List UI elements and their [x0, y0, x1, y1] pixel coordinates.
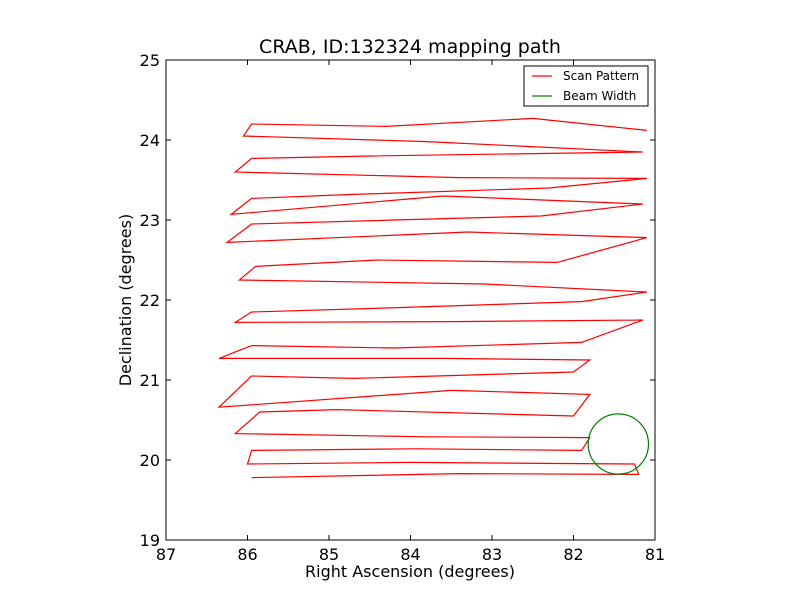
x-axis-title: Right Ascension (degrees) — [305, 562, 515, 581]
x-tick-label: 81 — [645, 545, 665, 564]
y-tick-label: 25 — [140, 51, 160, 70]
scan-pattern-line — [217, 117, 648, 479]
y-tick-label: 19 — [140, 531, 160, 550]
x-axis: 87 86 85 84 83 82 81 — [156, 60, 665, 564]
x-tick-label: 84 — [400, 545, 420, 564]
y-tick-label: 24 — [140, 131, 160, 150]
y-axis-title: Declination (degrees) — [116, 214, 135, 386]
y-tick-label: 22 — [140, 291, 160, 310]
chart-title: CRAB, ID:132324 mapping path — [259, 36, 561, 58]
y-tick-label: 21 — [140, 371, 160, 390]
legend-label-scan-pattern: Scan Pattern — [563, 69, 639, 83]
legend-box — [523, 65, 649, 107]
x-tick-label: 85 — [319, 545, 339, 564]
x-tick-label: 87 — [156, 545, 176, 564]
x-tick-label: 82 — [563, 545, 583, 564]
x-tick-label: 83 — [482, 545, 502, 564]
x-tick-label: 86 — [237, 545, 257, 564]
plot-content — [217, 117, 650, 479]
y-tick-label: 20 — [140, 451, 160, 470]
beam-width-circle — [587, 413, 650, 475]
legend-label-beam-width: Beam Width — [563, 89, 636, 103]
y-axis: 19 20 21 22 23 24 25 — [140, 51, 655, 550]
legend: Scan Pattern Beam Width — [523, 65, 649, 107]
y-tick-label: 23 — [140, 211, 160, 230]
